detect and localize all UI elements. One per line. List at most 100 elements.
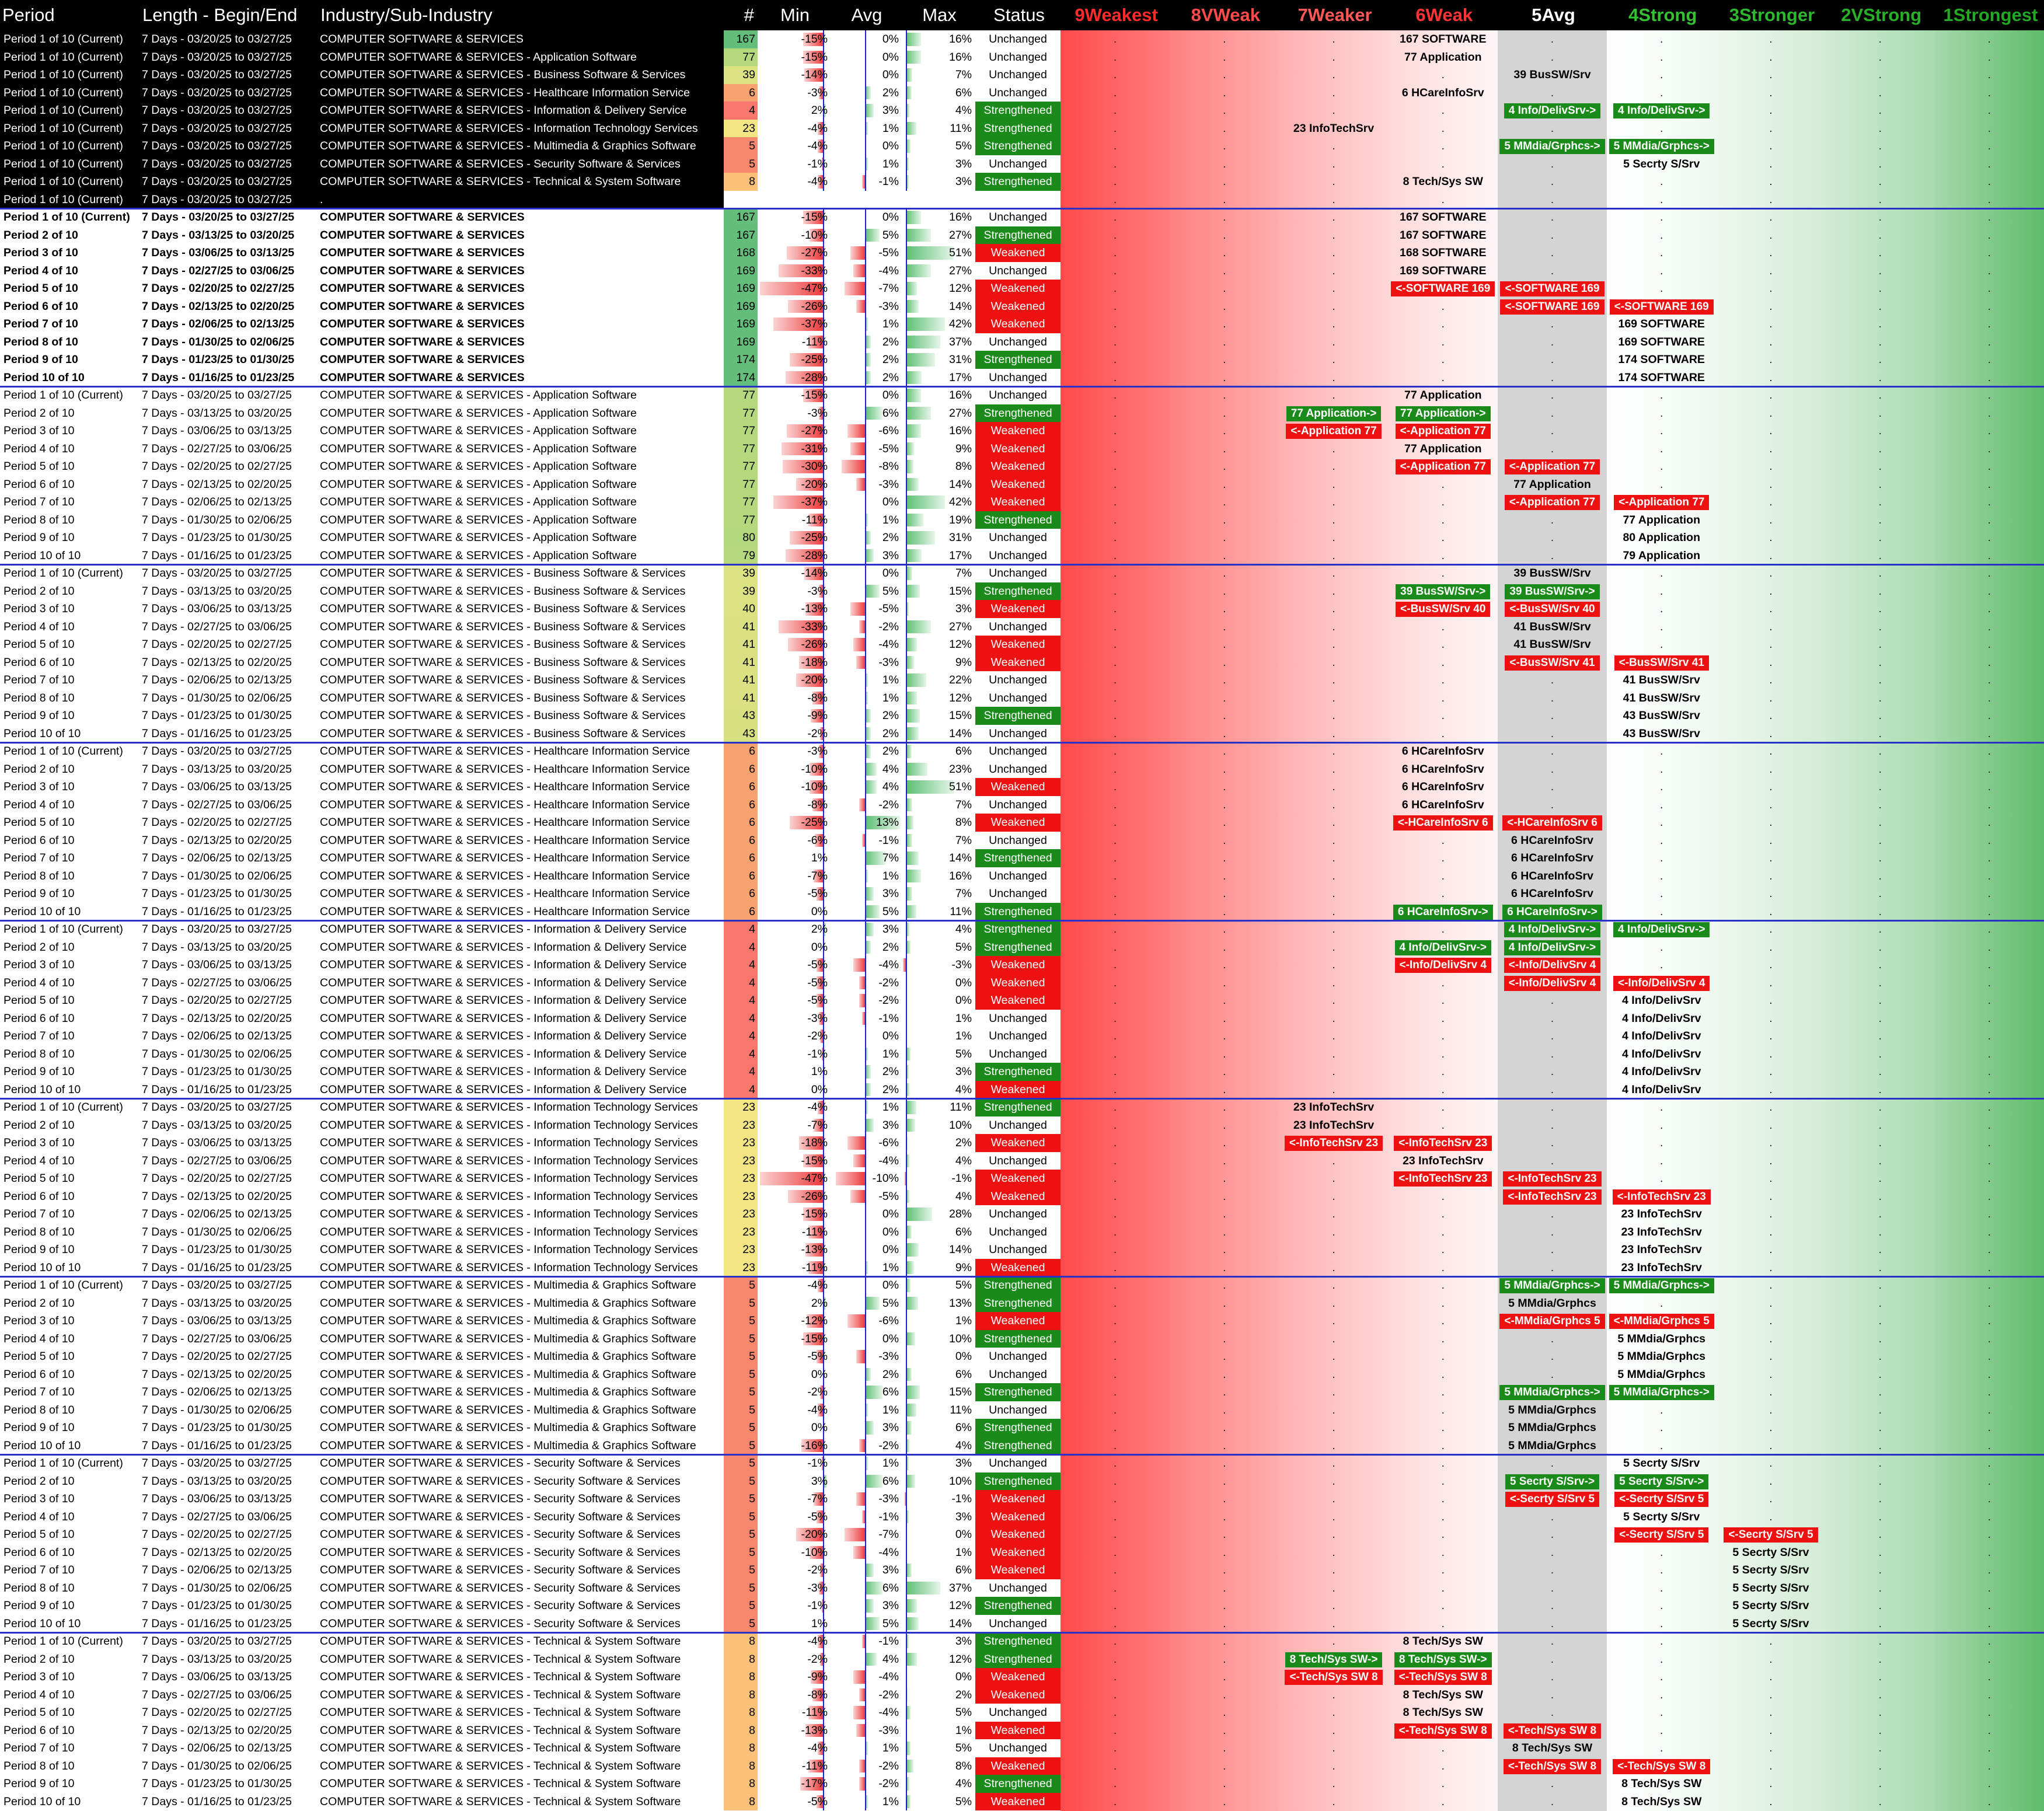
- header-scale-5[interactable]: 5Avg: [1497, 0, 1607, 30]
- table-row[interactable]: Period 7 of 10 7 Days - 02/06/25 to 02/13…: [0, 1561, 2044, 1579]
- header-status[interactable]: Status: [975, 0, 1061, 30]
- table-row[interactable]: Period 1 of 10 (Current) 7 Days - 03/20/2…: [0, 83, 2044, 102]
- table-row[interactable]: Period 8 of 10 7 Days - 01/30/25 to 02/06…: [0, 689, 2044, 707]
- table-row[interactable]: Period 5 of 10 7 Days - 02/20/25 to 02/27…: [0, 1348, 2044, 1366]
- table-row[interactable]: Period 3 of 10 7 Days - 03/06/25 to 03/13…: [0, 600, 2044, 618]
- table-row[interactable]: Period 10 of 10 7 Days - 01/16/25 to 01/2…: [0, 724, 2044, 742]
- table-row[interactable]: Period 4 of 10 7 Days - 02/27/25 to 03/06…: [0, 1686, 2044, 1704]
- header-scale-2[interactable]: 8VWeak: [1170, 0, 1279, 30]
- header-scale-9[interactable]: 1Strongest: [1934, 0, 2044, 30]
- header-scale-8[interactable]: 2VStrong: [1825, 0, 1935, 30]
- table-row[interactable]: Period 1 of 10 (Current) 7 Days - 03/20/2…: [0, 30, 2044, 48]
- table-row[interactable]: Period 4 of 10 7 Days - 02/27/25 to 03/06…: [0, 1151, 2044, 1170]
- table-row[interactable]: Period 1 of 10 (Current) 7 Days - 03/20/2…: [0, 1276, 2044, 1294]
- table-row[interactable]: Period 10 of 10 7 Days - 01/16/25 to 01/2…: [0, 1614, 2044, 1632]
- header-scale-1[interactable]: 9Weakest: [1061, 0, 1170, 30]
- table-row[interactable]: Period 9 of 10 7 Days - 01/23/25 to 01/30…: [0, 707, 2044, 725]
- table-row[interactable]: Period 2 of 10 7 Days - 03/13/25 to 03/20…: [0, 1472, 2044, 1490]
- header-length[interactable]: Length - Begin/End: [140, 0, 318, 30]
- table-row[interactable]: Period 7 of 10 7 Days - 02/06/25 to 02/13…: [0, 315, 2044, 333]
- table-row[interactable]: Period 2 of 10 7 Days - 03/13/25 to 03/20…: [0, 582, 2044, 600]
- table-row[interactable]: Period 1 of 10 (Current) 7 Days - 03/20/2…: [0, 1632, 2044, 1651]
- table-row[interactable]: Period 9 of 10 7 Days - 01/23/25 to 01/30…: [0, 1597, 2044, 1615]
- header-count[interactable]: #: [724, 0, 758, 30]
- table-row[interactable]: Period 1 of 10 (Current) 7 Days - 03/20/2…: [0, 208, 2044, 226]
- table-row[interactable]: Period 6 of 10 7 Days - 02/13/25 to 02/20…: [0, 1721, 2044, 1739]
- table-row[interactable]: Period 4 of 10 7 Days - 02/27/25 to 03/06…: [0, 617, 2044, 636]
- table-row[interactable]: Period 7 of 10 7 Days - 02/06/25 to 02/13…: [0, 1205, 2044, 1223]
- table-row[interactable]: Period 3 of 10 7 Days - 03/06/25 to 03/13…: [0, 1312, 2044, 1330]
- table-row[interactable]: Period 1 of 10 (Current) 7 Days - 03/20/2…: [0, 742, 2044, 760]
- table-row[interactable]: Period 7 of 10 7 Days - 02/06/25 to 02/13…: [0, 1739, 2044, 1757]
- table-row[interactable]: Period 9 of 10 7 Days - 01/23/25 to 01/30…: [0, 351, 2044, 369]
- table-row[interactable]: Period 4 of 10 7 Days - 02/27/25 to 03/06…: [0, 1508, 2044, 1526]
- table-row[interactable]: Period 10 of 10 7 Days - 01/16/25 to 01/2…: [0, 902, 2044, 920]
- table-row[interactable]: Period 8 of 10 7 Days - 01/30/25 to 02/06…: [0, 333, 2044, 351]
- table-row[interactable]: Period 6 of 10 7 Days - 02/13/25 to 02/20…: [0, 1187, 2044, 1205]
- table-row[interactable]: Period 1 of 10 (Current) 7 Days - 03/20/2…: [0, 66, 2044, 84]
- table-row[interactable]: Period 1 of 10 (Current) 7 Days - 03/20/2…: [0, 155, 2044, 173]
- table-row[interactable]: Period 3 of 10 7 Days - 03/06/25 to 03/13…: [0, 422, 2044, 440]
- table-row[interactable]: Period 4 of 10 7 Days - 02/27/25 to 03/06…: [0, 795, 2044, 814]
- table-row[interactable]: Period 9 of 10 7 Days - 01/23/25 to 01/30…: [0, 529, 2044, 547]
- table-row[interactable]: Period 3 of 10 7 Days - 03/06/25 to 03/13…: [0, 1490, 2044, 1508]
- table-row[interactable]: Period 6 of 10 7 Days - 02/13/25 to 02/20…: [0, 831, 2044, 849]
- table-row[interactable]: Period 6 of 10 7 Days - 02/13/25 to 02/20…: [0, 297, 2044, 315]
- table-row[interactable]: Period 2 of 10 7 Days - 03/13/25 to 03/20…: [0, 1116, 2044, 1134]
- table-row[interactable]: Period 6 of 10 7 Days - 02/13/25 to 02/20…: [0, 475, 2044, 493]
- table-row[interactable]: Period 9 of 10 7 Days - 01/23/25 to 01/30…: [0, 885, 2044, 903]
- table-row[interactable]: Period 6 of 10 7 Days - 02/13/25 to 02/20…: [0, 1365, 2044, 1383]
- table-row[interactable]: Period 7 of 10 7 Days - 02/06/25 to 02/13…: [0, 1027, 2044, 1045]
- table-row[interactable]: Period 5 of 10 7 Days - 02/20/25 to 02/27…: [0, 1704, 2044, 1722]
- table-row[interactable]: Period 7 of 10 7 Days - 02/06/25 to 02/13…: [0, 493, 2044, 511]
- table-row[interactable]: Period 7 of 10 7 Days - 02/06/25 to 02/13…: [0, 1383, 2044, 1401]
- table-row[interactable]: Period 5 of 10 7 Days - 02/20/25 to 02/27…: [0, 458, 2044, 476]
- table-row[interactable]: Period 5 of 10 7 Days - 02/20/25 to 02/27…: [0, 992, 2044, 1010]
- table-row[interactable]: Period 1 of 10 (Current) 7 Days - 03/20/2…: [0, 920, 2044, 938]
- table-row[interactable]: Period 2 of 10 7 Days - 03/13/25 to 03/20…: [0, 404, 2044, 422]
- table-row[interactable]: Period 8 of 10 7 Days - 01/30/25 to 02/06…: [0, 867, 2044, 885]
- table-row[interactable]: Period 9 of 10 7 Days - 01/23/25 to 01/30…: [0, 1063, 2044, 1081]
- table-row[interactable]: Period 5 of 10 7 Days - 02/20/25 to 02/27…: [0, 280, 2044, 298]
- table-row[interactable]: Period 1 of 10 (Current) 7 Days - 03/20/2…: [0, 173, 2044, 191]
- header-industry[interactable]: Industry/Sub-Industry: [318, 0, 724, 30]
- table-row[interactable]: Period 8 of 10 7 Days - 01/30/25 to 02/06…: [0, 1757, 2044, 1775]
- table-row[interactable]: Period 2 of 10 7 Days - 03/13/25 to 03/20…: [0, 938, 2044, 956]
- table-row[interactable]: Period 9 of 10 7 Days - 01/23/25 to 01/30…: [0, 1775, 2044, 1793]
- header-avg[interactable]: Avg: [830, 0, 901, 30]
- table-row[interactable]: Period 6 of 10 7 Days - 02/13/25 to 02/20…: [0, 653, 2044, 671]
- table-row[interactable]: Period 1 of 10 (Current) 7 Days - 03/20/2…: [0, 1098, 2044, 1116]
- table-row[interactable]: Period 10 of 10 7 Days - 01/16/25 to 01/2…: [0, 1258, 2044, 1276]
- table-row[interactable]: Period 1 of 10 (Current) 7 Days - 03/20/2…: [0, 102, 2044, 120]
- header-scale-4[interactable]: 6Weak: [1388, 0, 1498, 30]
- header-scale-6[interactable]: 4Strong: [1607, 0, 1717, 30]
- table-row[interactable]: Period 1 of 10 (Current) 7 Days - 03/20/2…: [0, 1454, 2044, 1472]
- table-row[interactable]: Period 6 of 10 7 Days - 02/13/25 to 02/20…: [0, 1009, 2044, 1027]
- table-row[interactable]: Period 4 of 10 7 Days - 02/27/25 to 03/06…: [0, 439, 2044, 458]
- table-row[interactable]: Period 2 of 10 7 Days - 03/13/25 to 03/20…: [0, 1294, 2044, 1312]
- table-row[interactable]: Period 5 of 10 7 Days - 02/20/25 to 02/27…: [0, 814, 2044, 832]
- table-row[interactable]: Period 10 of 10 7 Days - 01/16/25 to 01/2…: [0, 1792, 2044, 1810]
- table-row[interactable]: Period 2 of 10 7 Days - 03/13/25 to 03/20…: [0, 1650, 2044, 1668]
- table-row[interactable]: Period 1 of 10 (Current) 7 Days - 03/20/2…: [0, 190, 2044, 208]
- table-row[interactable]: Period 3 of 10 7 Days - 03/06/25 to 03/13…: [0, 956, 2044, 974]
- table-row[interactable]: Period 1 of 10 (Current) 7 Days - 03/20/2…: [0, 386, 2044, 404]
- table-row[interactable]: Period 8 of 10 7 Days - 01/30/25 to 02/06…: [0, 1223, 2044, 1241]
- table-row[interactable]: Period 8 of 10 7 Days - 01/30/25 to 02/06…: [0, 1401, 2044, 1419]
- table-row[interactable]: Period 4 of 10 7 Days - 02/27/25 to 03/06…: [0, 261, 2044, 280]
- table-row[interactable]: Period 8 of 10 7 Days - 01/30/25 to 02/06…: [0, 1045, 2044, 1063]
- table-row[interactable]: Period 9 of 10 7 Days - 01/23/25 to 01/30…: [0, 1419, 2044, 1437]
- table-row[interactable]: Period 1 of 10 (Current) 7 Days - 03/20/2…: [0, 48, 2044, 66]
- table-row[interactable]: Period 2 of 10 7 Days - 03/13/25 to 03/20…: [0, 226, 2044, 244]
- table-row[interactable]: Period 10 of 10 7 Days - 01/16/25 to 01/2…: [0, 546, 2044, 564]
- table-row[interactable]: Period 3 of 10 7 Days - 03/06/25 to 03/13…: [0, 778, 2044, 796]
- table-row[interactable]: Period 3 of 10 7 Days - 03/06/25 to 03/13…: [0, 1668, 2044, 1686]
- header-max[interactable]: Max: [901, 0, 975, 30]
- table-row[interactable]: Period 5 of 10 7 Days - 02/20/25 to 02/27…: [0, 636, 2044, 654]
- table-row[interactable]: Period 10 of 10 7 Days - 01/16/25 to 01/2…: [0, 1436, 2044, 1454]
- table-row[interactable]: Period 10 of 10 7 Days - 01/16/25 to 01/2…: [0, 1080, 2044, 1098]
- header-min[interactable]: Min: [758, 0, 830, 30]
- table-row[interactable]: Period 10 of 10 7 Days - 01/16/25 to 01/2…: [0, 368, 2044, 386]
- table-row[interactable]: Period 7 of 10 7 Days - 02/06/25 to 02/13…: [0, 671, 2044, 689]
- header-scale-7[interactable]: 3Stronger: [1716, 0, 1826, 30]
